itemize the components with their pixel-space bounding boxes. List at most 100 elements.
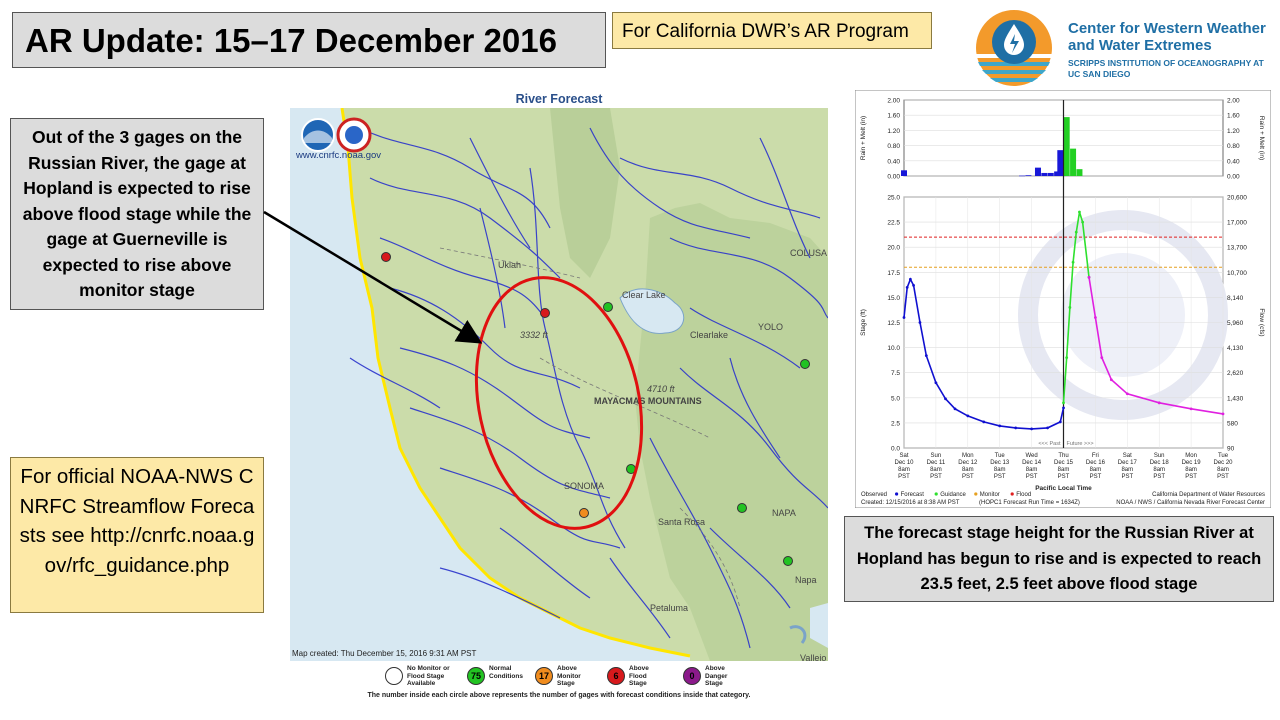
map-url: www.cnrfc.noaa.gov [296, 150, 382, 161]
precip-tick-left: 0.80 [887, 143, 900, 150]
precip-bar [1054, 171, 1061, 176]
data-point [944, 397, 947, 401]
x-tick-label: 8am [1217, 467, 1229, 473]
data-point [918, 321, 922, 324]
gauge-marker[interactable] [579, 508, 589, 518]
gauge-marker[interactable] [783, 556, 793, 566]
program-tag: For California DWR’s AR Program [612, 12, 932, 49]
map-note: The number inside each circle above repr… [367, 692, 751, 699]
data-point [1030, 427, 1033, 431]
future-label: Future >>> [1067, 441, 1094, 447]
data-point [1062, 406, 1065, 410]
data-point [902, 316, 906, 319]
data-point [1062, 401, 1065, 405]
precip-bar [1025, 175, 1032, 176]
stage-tick: 25.0 [887, 195, 900, 202]
stage-tick: 5.0 [891, 395, 900, 402]
precip-bar [1057, 150, 1064, 176]
nws-logo-icon [336, 117, 372, 153]
data-point [1100, 356, 1104, 360]
legend-dot: 6 [607, 667, 625, 685]
legend-label: Normal Conditions [489, 665, 523, 680]
x-tick-label: Wed [1025, 453, 1037, 459]
map-label-mayacmas: MAYACMAS MOUNTAINS [594, 396, 702, 406]
stage-tick: 10.0 [887, 345, 900, 352]
legend-dot [385, 667, 403, 685]
stage-tick: 0.0 [891, 446, 900, 453]
legend-dot: 0 [683, 667, 701, 685]
flow-tick: 1,430 [1227, 395, 1244, 402]
map-title: River Forecast [515, 92, 603, 106]
x-tick-label: PST [1217, 474, 1229, 480]
flow-tick: 13,700 [1227, 245, 1247, 252]
precip-tick-right: 1.20 [1227, 128, 1240, 135]
data-point [1058, 420, 1062, 424]
x-tick-label: Mon [1185, 453, 1197, 459]
x-tick-label: Tue [995, 453, 1006, 459]
gauge-marker[interactable] [540, 308, 550, 318]
x-tick-label: 8am [1026, 467, 1038, 473]
data-point [1071, 260, 1075, 264]
flow-tick: 10,700 [1227, 270, 1247, 277]
data-point [953, 407, 957, 411]
x-tick-label: Dec 14 [1022, 460, 1042, 466]
precip-tick-right: 0.00 [1227, 174, 1240, 181]
gauge-marker[interactable] [603, 302, 613, 312]
stage-tick: 12.5 [887, 320, 900, 327]
flow-tick: 8,140 [1227, 295, 1244, 302]
cw3e-name: Center for Western Weather and Water Ext… [1068, 20, 1266, 54]
precip-tick-right: 2.00 [1227, 98, 1240, 105]
precip-tick-left: 0.00 [887, 174, 900, 181]
precip-axis-label-left: Rain + Melt (in) [860, 116, 867, 160]
gauge-marker[interactable] [737, 503, 747, 513]
stage-axis-label: Stage (ft) [860, 309, 867, 336]
x-tick-label: Tue [1218, 453, 1229, 459]
hydro-credit: NOAA / NWS / California Nevada River For… [1116, 500, 1265, 506]
legend-label: No Monitor or Flood Stage Available [407, 665, 450, 687]
precip-bar [1034, 167, 1041, 176]
data-point [1014, 426, 1018, 430]
gage-callout: Out of the 3 gages on the Russian River,… [10, 118, 264, 310]
legend-dot: 17 [535, 667, 553, 685]
precip-bar [1070, 148, 1077, 176]
hydro-legend-item: Forecast [901, 492, 925, 498]
precip-bar [1063, 117, 1070, 176]
x-tick-label: Fri [1092, 453, 1099, 459]
data-point [1068, 306, 1072, 309]
data-point [905, 285, 909, 289]
precip-tick-left: 2.00 [887, 98, 900, 105]
legend-label: Above Danger Stage [705, 665, 728, 687]
x-tick-label: Dec 13 [990, 460, 1010, 466]
precip-bar [1076, 169, 1083, 176]
precip-tick-left: 1.20 [887, 128, 900, 135]
x-tick-label: Thu [1058, 453, 1068, 459]
x-tick-label: Dec 17 [1118, 460, 1138, 466]
stage-tick: 17.5 [887, 270, 900, 277]
gauge-marker[interactable] [381, 252, 391, 262]
cw3e-logo-icon [976, 10, 1052, 86]
x-tick-label: PST [1026, 474, 1038, 480]
legend-label: Above Monitor Stage [557, 665, 581, 687]
legend-label: Above Flood Stage [629, 665, 649, 687]
map-label-yolo: YOLO [758, 322, 783, 332]
map-label-vallejo: Vallejo [800, 653, 826, 661]
precip-tick-right: 1.60 [1227, 113, 1240, 120]
map-label-elev-4710: 4710 ft [647, 384, 675, 394]
cw3e-subtitle: SCRIPPS INSTITUTION OF OCEANOGRAPHY AT U… [1068, 58, 1264, 79]
map-label-santa-rosa: Santa Rosa [658, 517, 705, 527]
map-label-clear-lake: Clear Lake [622, 290, 666, 300]
gauge-marker[interactable] [800, 359, 810, 369]
data-point [1109, 378, 1113, 382]
map-label-ukiah: Ukiah [498, 260, 521, 270]
data-point [1125, 392, 1129, 396]
hydrograph-caption: The forecast stage height for the Russia… [844, 516, 1274, 602]
x-tick-label: 8am [962, 467, 974, 473]
x-tick-label: Mon [962, 453, 974, 459]
data-point [1074, 230, 1078, 234]
map-created: Map created: Thu December 15, 2016 9:31 … [292, 649, 477, 658]
x-tick-label: PST [962, 474, 974, 480]
hydro-agency: California Department of Water Resources [1152, 492, 1265, 498]
legend-dot: 75 [467, 667, 485, 685]
precip-tick-right: 0.80 [1227, 143, 1240, 150]
flow-tick: 580 [1227, 420, 1238, 427]
